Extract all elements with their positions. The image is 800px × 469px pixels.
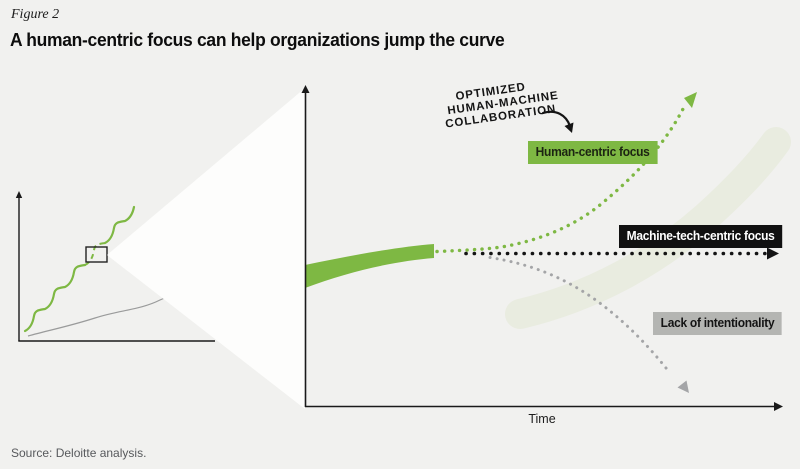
main-y-axis-arrow [301, 85, 310, 93]
lack-intentionality-label: Lack of intentionality [653, 312, 783, 335]
source-text: Source: Deloitte analysis. [11, 446, 147, 460]
human-centric-arrowhead [684, 92, 697, 108]
green-band [305, 244, 434, 288]
figure-number-label: Figure 2 [11, 7, 60, 22]
lack-intentionality-arrowhead [677, 380, 689, 393]
inset-green-curve-lower [23, 263, 87, 333]
inset-y-axis-arrow [15, 191, 23, 198]
human-centric-label: Human-centric focus [528, 141, 658, 164]
annotation-arrow [541, 110, 572, 128]
inset-green-curve-upper [103, 205, 136, 245]
magnifier-cone [107, 88, 305, 409]
x-axis-label: Time [528, 412, 556, 426]
machine-tech-label: Machine-tech-centric focus [619, 225, 783, 248]
inset-green-curve-dashed [84, 242, 106, 266]
figure-title: A human-centric focus can help organizat… [10, 30, 505, 50]
main-x-axis-arrow [774, 402, 783, 411]
machine-tech-arrowhead [767, 247, 779, 260]
lack-intentionality-curve [488, 256, 672, 375]
annotation-arrowhead [564, 122, 574, 133]
inset-zoom-box [85, 246, 108, 263]
main-chart [301, 85, 791, 411]
